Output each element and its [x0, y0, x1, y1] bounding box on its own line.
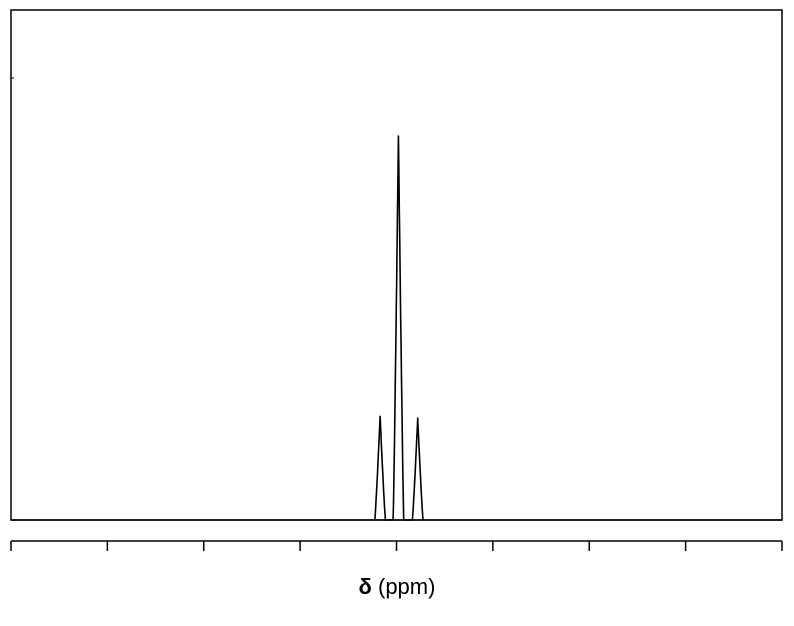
x-axis-unit: (ppm): [378, 574, 436, 599]
x-axis-ticks: [10, 541, 783, 551]
x-axis-label: δ (ppm): [0, 574, 794, 600]
x-axis-symbol: δ: [358, 574, 372, 599]
spectrum-line: [374, 135, 424, 521]
